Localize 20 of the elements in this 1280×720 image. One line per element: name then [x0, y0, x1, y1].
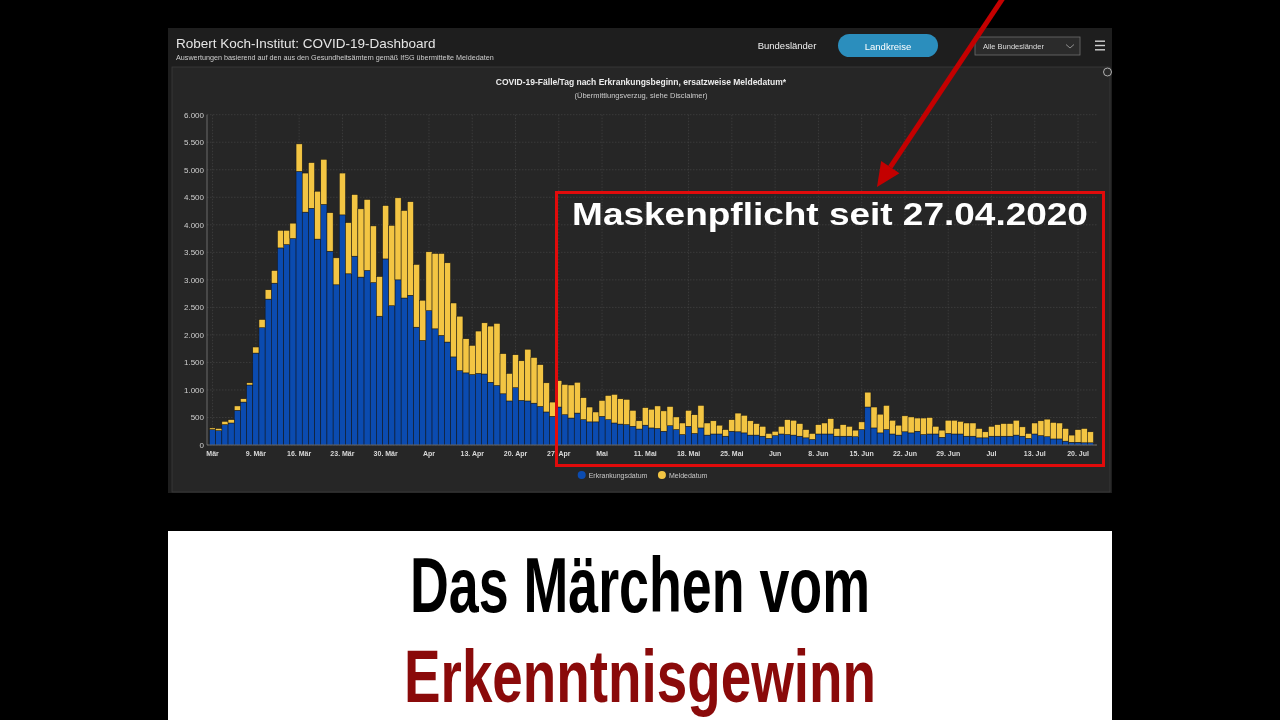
text: Erkenntnisgewinn	[404, 634, 876, 718]
y-tick-label: 0	[199, 440, 205, 450]
y-tick-label: 4.500	[183, 193, 205, 203]
y-tick-label: 1.500	[183, 358, 205, 368]
y-tick-label: 6.000	[183, 110, 205, 120]
y-tick-label: 2.000	[183, 330, 205, 340]
y-tick-label: 3.000	[183, 275, 205, 285]
text: Bundesländer	[757, 40, 817, 51]
text: Das Märchen vom	[410, 540, 870, 629]
annotation: Maskenpflicht seit 27.04.2020	[572, 196, 1088, 232]
y-tick-label: 5.000	[183, 165, 205, 175]
chart-title: COVID-19-Fälle/Tag nach Erkrankungsbeginn, ersatzweise Meldedatum*	[495, 77, 787, 87]
y-tick-label: 2.500	[183, 303, 205, 313]
y-tick-label: 500	[190, 413, 205, 423]
text: Robert Koch-Institut: COVID-19-Dashboard	[176, 36, 436, 51]
y-tick-label: 4.000	[183, 220, 205, 230]
text: Landkreise	[864, 40, 912, 52]
y-tick-label: 1.000	[183, 385, 205, 395]
y-tick-label: 3.500	[183, 248, 205, 258]
y-tick-label: 5.500	[183, 138, 205, 148]
